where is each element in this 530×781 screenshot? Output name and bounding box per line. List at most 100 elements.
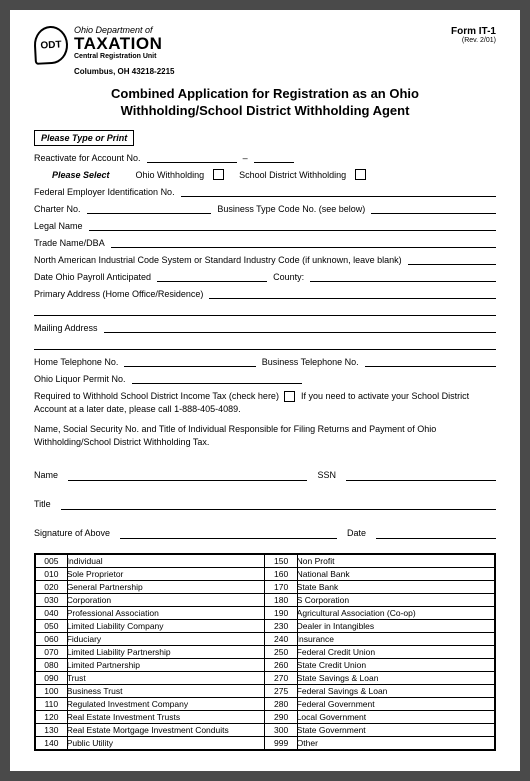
code-cell: 005 bbox=[35, 554, 67, 568]
code-cell: 160 bbox=[265, 567, 297, 580]
code-cell: 270 bbox=[265, 671, 297, 684]
title-field[interactable] bbox=[61, 499, 496, 510]
signature-row: Signature of Above Date bbox=[34, 528, 496, 539]
mailing-addr-row: Mailing Address bbox=[34, 322, 496, 333]
desc-cell: Fiduciary bbox=[67, 632, 265, 645]
desc-cell: Federal Credit Union bbox=[297, 645, 495, 658]
code-cell: 100 bbox=[35, 684, 67, 697]
code-cell: 280 bbox=[265, 697, 297, 710]
table-row: 070Limited Liability Partnership250Feder… bbox=[35, 645, 495, 658]
primary-addr-field[interactable] bbox=[209, 288, 496, 299]
charter-field[interactable] bbox=[87, 203, 212, 214]
code-cell: 080 bbox=[35, 658, 67, 671]
payroll-label: Date Ohio Payroll Anticipated bbox=[34, 272, 151, 282]
desc-cell: Sole Proprietor bbox=[67, 567, 265, 580]
dept-text: Ohio Department of TAXATION Central Regi… bbox=[74, 26, 162, 64]
odt-logo-icon: ODT bbox=[33, 25, 69, 65]
taxation-label: TAXATION bbox=[74, 35, 162, 53]
liquor-field[interactable] bbox=[132, 373, 302, 384]
primary-addr-field-2[interactable] bbox=[34, 305, 496, 316]
phone-row: Home Telephone No. Business Telephone No… bbox=[34, 356, 496, 367]
ohio-wh-checkbox[interactable] bbox=[213, 169, 224, 180]
code-cell: 290 bbox=[265, 710, 297, 723]
desc-cell: State Bank bbox=[297, 580, 495, 593]
subunit-label: Central Registration Unit bbox=[74, 53, 162, 60]
biz-phone-label: Business Telephone No. bbox=[262, 357, 359, 367]
legalname-field[interactable] bbox=[89, 220, 496, 231]
ohio-wh-label: Ohio Withholding bbox=[136, 170, 205, 180]
desc-cell: Agricultural Association (Co-op) bbox=[297, 606, 495, 619]
mailing-addr-field-2[interactable] bbox=[34, 339, 496, 350]
legalname-row: Legal Name bbox=[34, 220, 496, 231]
mailing-addr-field[interactable] bbox=[104, 322, 496, 333]
table-row: 080Limited Partnership260State Credit Un… bbox=[35, 658, 495, 671]
fein-field[interactable] bbox=[181, 186, 496, 197]
desc-cell: Federal Savings & Loan bbox=[297, 684, 495, 697]
biztype-field[interactable] bbox=[371, 203, 496, 214]
code-cell: 050 bbox=[35, 619, 67, 632]
naics-row: North American Industrial Code System or… bbox=[34, 254, 496, 265]
desc-cell: National Bank bbox=[297, 567, 495, 580]
table-row: 005Individual150Non Profit bbox=[35, 554, 495, 568]
reactivate-field-2[interactable] bbox=[254, 152, 294, 163]
naics-field[interactable] bbox=[408, 254, 496, 265]
form-title: Combined Application for Registration as… bbox=[94, 86, 436, 120]
desc-cell: Real Estate Investment Trusts bbox=[67, 710, 265, 723]
name-label: Name bbox=[34, 470, 58, 481]
code-cell: 040 bbox=[35, 606, 67, 619]
payroll-field[interactable] bbox=[157, 271, 267, 282]
desc-cell: S Corporation bbox=[297, 593, 495, 606]
sd-wh-checkbox[interactable] bbox=[355, 169, 366, 180]
name-field[interactable] bbox=[68, 470, 307, 481]
desc-cell: Corporation bbox=[67, 593, 265, 606]
city-label: Columbus, OH 43218-2215 bbox=[74, 67, 496, 76]
logo-block: ODT Ohio Department of TAXATION Central … bbox=[34, 26, 162, 64]
code-cell: 260 bbox=[265, 658, 297, 671]
desc-cell: Business Trust bbox=[67, 684, 265, 697]
desc-cell: Limited Liability Partnership bbox=[67, 645, 265, 658]
name-ssn-row: Name SSN bbox=[34, 470, 496, 481]
code-cell: 180 bbox=[265, 593, 297, 606]
code-cell: 999 bbox=[265, 736, 297, 750]
reactivate-field[interactable] bbox=[147, 152, 237, 163]
biz-phone-field[interactable] bbox=[365, 356, 496, 367]
signature-label: Signature of Above bbox=[34, 528, 110, 539]
primary-addr-row: Primary Address (Home Office/Residence) bbox=[34, 288, 496, 299]
responsible-para: Name, Social Security No. and Title of I… bbox=[34, 423, 496, 450]
required-wh-label: Required to Withhold School District Inc… bbox=[34, 391, 279, 401]
table-row: 020General Partnership170State Bank bbox=[35, 580, 495, 593]
required-wh-para: Required to Withhold School District Inc… bbox=[34, 390, 496, 417]
code-cell: 090 bbox=[35, 671, 67, 684]
desc-cell: Other bbox=[297, 736, 495, 750]
legalname-label: Legal Name bbox=[34, 221, 83, 231]
home-phone-field[interactable] bbox=[124, 356, 255, 367]
fein-label: Federal Employer Identification No. bbox=[34, 187, 175, 197]
table-row: 090Trust270State Savings & Loan bbox=[35, 671, 495, 684]
tradename-field[interactable] bbox=[111, 237, 496, 248]
desc-cell: Professional Association bbox=[67, 606, 265, 619]
county-field[interactable] bbox=[310, 271, 496, 282]
desc-cell: Local Government bbox=[297, 710, 495, 723]
sd-wh-label: School District Withholding bbox=[239, 170, 346, 180]
reactivate-row: Reactivate for Account No. – bbox=[34, 152, 496, 163]
ssn-field[interactable] bbox=[346, 470, 496, 481]
date-field[interactable] bbox=[376, 528, 496, 539]
code-cell: 020 bbox=[35, 580, 67, 593]
code-cell: 130 bbox=[35, 723, 67, 736]
county-label: County: bbox=[273, 272, 304, 282]
required-wh-checkbox[interactable] bbox=[284, 391, 295, 402]
table-row: 050Limited Liability Company230Dealer in… bbox=[35, 619, 495, 632]
signature-field[interactable] bbox=[120, 528, 337, 539]
desc-cell: Dealer in Intangibles bbox=[297, 619, 495, 632]
table-row: 010Sole Proprietor160National Bank bbox=[35, 567, 495, 580]
form-revision: (Rev. 2/01) bbox=[451, 37, 496, 44]
table-row: 110Regulated Investment Company280Federa… bbox=[35, 697, 495, 710]
desc-cell: Federal Government bbox=[297, 697, 495, 710]
home-phone-label: Home Telephone No. bbox=[34, 357, 118, 367]
business-code-table: 005Individual150Non Profit010Sole Propri… bbox=[34, 553, 496, 751]
code-cell: 060 bbox=[35, 632, 67, 645]
payroll-row: Date Ohio Payroll Anticipated County: bbox=[34, 271, 496, 282]
tradename-label: Trade Name/DBA bbox=[34, 238, 105, 248]
code-cell: 150 bbox=[265, 554, 297, 568]
fein-row: Federal Employer Identification No. bbox=[34, 186, 496, 197]
